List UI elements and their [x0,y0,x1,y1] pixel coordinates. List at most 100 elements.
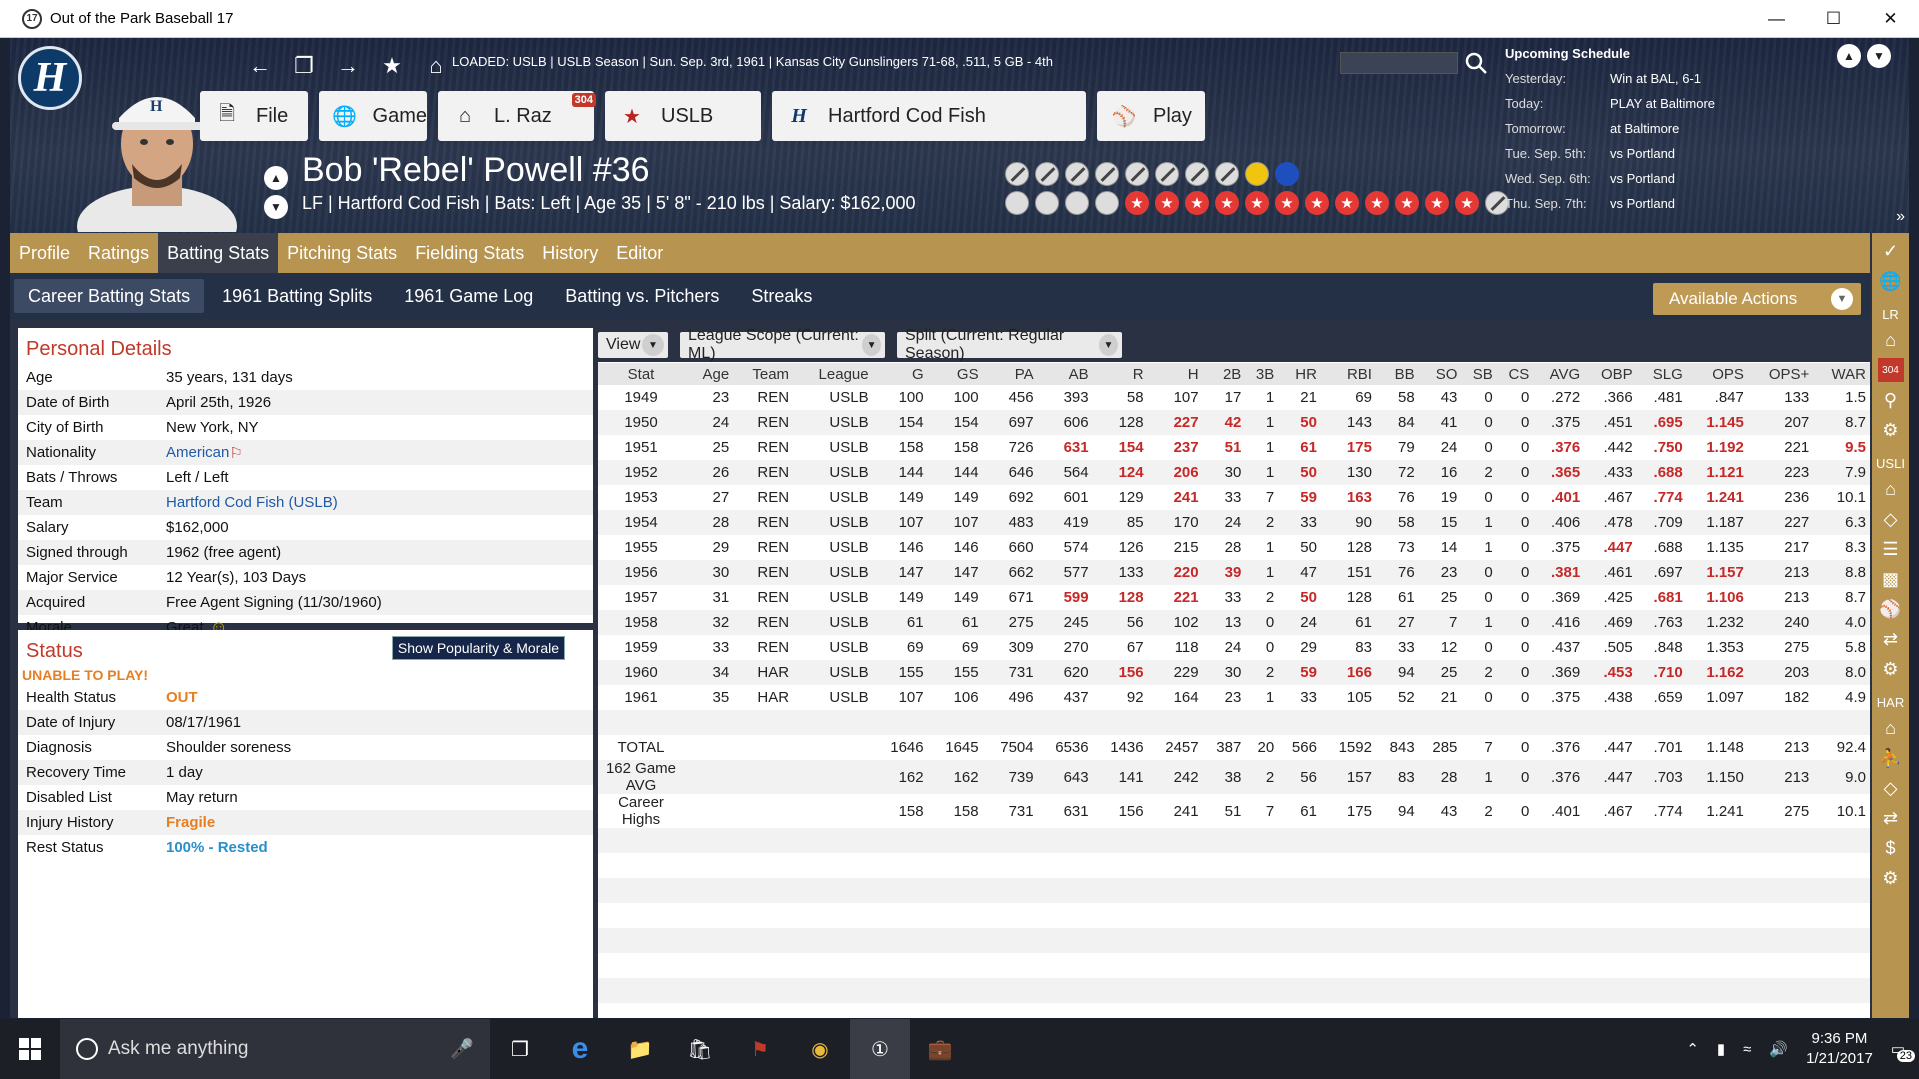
table-row[interactable]: 1950 24 REN USLB 154 154 697 606 128 227 42 1 50 143 8… [598,410,1870,435]
column-header[interactable]: SB [1461,363,1497,385]
game-app-icon[interactable]: ⚑ [751,1038,769,1061]
chevron-up-icon[interactable]: ⌃ [1686,1041,1699,1058]
column-header[interactable]: R [1092,363,1148,385]
column-header[interactable]: WAR [1813,363,1870,385]
column-header[interactable]: SLG [1636,363,1687,385]
task-view-icon[interactable]: ❐ [511,1038,529,1061]
bar-chart-icon[interactable]: ▩ [1881,568,1899,589]
star-icon[interactable]: ★ [382,53,402,78]
column-header[interactable]: 3B [1245,363,1279,385]
pitcher-icon[interactable]: ⛹ [1879,747,1902,768]
app-icon[interactable]: 💼 [927,1038,953,1061]
table-row[interactable]: 1956 30 REN USLB 147 147 662 577 133 220 39 1 47 151 7… [598,560,1870,585]
notification-icon[interactable]: ▭ 23 [1891,1040,1915,1062]
table-row[interactable]: 1961 35 HAR USLB 107 106 496 437 92 164 23 1 33 105 52… [598,685,1870,710]
globe-icon[interactable]: 🌐 [1879,270,1902,291]
split-dropdown[interactable]: Split (Current: Regular Season) ▼ [897,327,1122,362]
store-icon[interactable]: 🛍 [687,1038,713,1061]
column-header[interactable]: H [1147,363,1203,385]
table-row[interactable]: 1951 25 REN USLB 158 158 726 631 154 237 51 1 61 175 7… [598,435,1870,460]
forward-arrow-icon[interactable]: → [337,53,359,78]
column-header[interactable]: CS [1496,363,1534,385]
chevron-down-icon[interactable]: ▼ [1867,44,1891,68]
checkmark-icon[interactable]: ✓ [1882,240,1899,261]
home-icon[interactable]: ⌂ [429,53,443,78]
previous-player-button[interactable]: ▲ [264,166,288,190]
search-icon[interactable]: ⚲ [1883,389,1898,410]
search-input[interactable] [1340,52,1458,74]
chevron-up-icon[interactable]: ▲ [1837,44,1861,68]
ootp-taskbar-icon[interactable]: ① [850,1019,910,1079]
transfer-icon[interactable]: ⇄ [1882,807,1899,828]
column-header[interactable]: 2B [1202,363,1246,385]
table-row[interactable]: 1949 23 REN USLB 100 100 456 393 58 107 17 1 21 69 58 4… [598,385,1870,410]
transfer-icon[interactable]: ⇄ [1882,628,1899,649]
team-button[interactable]: H Hartford Cod Fish [772,91,1086,141]
schedule-row[interactable]: Today: PLAY at Baltimore [1505,96,1716,111]
schedule-row[interactable]: Tomorrow: at Baltimore [1505,121,1680,136]
personal-detail-value[interactable]: American [166,444,230,461]
tab-batting-stats[interactable]: Batting Stats [158,233,279,273]
table-row[interactable]: 1958 32 REN USLB 61 61 275 245 56 102 13 0 24 61 27 7 1 0… [598,610,1870,635]
expand-icon[interactable]: » [1896,208,1905,225]
subtab-career-batting-stats[interactable]: Career Batting Stats [14,279,205,313]
minimize-button[interactable]: — [1768,8,1785,28]
dollar-icon[interactable]: $ [1885,837,1896,858]
team-logo[interactable]: H [18,46,82,110]
column-header[interactable]: G [872,363,928,385]
file-button[interactable]: 🗎 File [200,91,308,141]
column-header[interactable]: BB [1375,363,1419,385]
tab-pitching-stats[interactable]: Pitching Stats [287,242,398,263]
table-row[interactable]: TOTAL 1646 1645 7504 6536 1436 2457 387 20 566 159… [598,735,1870,760]
available-actions-dropdown[interactable]: Available Actions ▼ [1653,283,1861,315]
personal-detail-value[interactable]: Hartford Cod Fish (USLB) [166,494,338,511]
diamond-icon[interactable]: ◇ [1883,508,1898,529]
column-header[interactable]: Age [688,363,734,385]
column-header[interactable]: Stat [598,363,688,385]
schedule-row[interactable]: Yesterday: Win at BAL, 6-1 [1505,71,1702,86]
table-row[interactable]: 162 Game AVG 162 162 739 643 141 242 38 2 56 157 83… [598,760,1870,794]
column-header[interactable]: OPS+ [1747,363,1814,385]
view-dropdown[interactable]: View ▼ [598,332,668,358]
column-header[interactable]: AB [1037,363,1093,385]
column-header[interactable]: League [793,363,873,385]
copy-icon[interactable]: ❐ [294,53,314,78]
volume-icon[interactable]: 🔊 [1769,1041,1789,1058]
subtab-batting-vs-pitchers[interactable]: Batting vs. Pitchers [565,285,720,306]
close-button[interactable]: ✕ [1883,8,1898,28]
home-icon[interactable]: ⌂ [1885,717,1896,738]
subtab-streaks[interactable]: Streaks [751,285,813,306]
subtab-batting-splits[interactable]: 1961 Batting Splits [222,285,373,306]
inbox-icon[interactable]: 304 [1877,358,1904,382]
table-row[interactable]: 1959 33 REN USLB 69 69 309 270 67 118 24 0 29 83 33 12 0… [598,635,1870,660]
wifi-icon[interactable]: ≈ [1743,1040,1752,1058]
tab-ratings[interactable]: Ratings [88,242,150,263]
show-popularity-morale-button[interactable]: Show Popularity & Morale [391,636,565,660]
table-row[interactable]: 1957 31 REN USLB 149 149 671 599 128 221 33 2 50 128 6… [598,585,1870,610]
next-player-button[interactable]: ▼ [264,195,288,219]
diamond-icon[interactable]: ◇ [1883,777,1898,798]
table-row[interactable]: 1955 29 REN USLB 146 146 660 574 126 215 28 1 50 128 7… [598,535,1870,560]
schedule-row[interactable]: Thu. Sep. 7th: vs Portland [1505,196,1676,211]
gear-icon[interactable]: ⚙ [1882,658,1899,679]
home-icon[interactable]: ⌂ [1885,478,1896,499]
gear-icon[interactable]: ⚙ [1882,419,1899,440]
subtab-game-log[interactable]: 1961 Game Log [404,285,534,306]
table-row[interactable]: 1953 27 REN USLB 149 149 692 601 129 241 33 7 59 163 7… [598,485,1870,510]
tab-fielding-stats[interactable]: Fielding Stats [415,242,525,263]
cortana-search[interactable]: Ask me anything 🎤 [60,1019,490,1079]
schedule-row[interactable]: Wed. Sep. 6th: vs Portland [1505,171,1676,186]
home-icon[interactable]: ⌂ [1885,329,1896,350]
list-icon[interactable]: ☰ [1882,538,1899,559]
league-scope-dropdown[interactable]: League Scope (Current: ML) ▼ [680,327,885,362]
gear-icon[interactable]: ⚙ [1882,867,1899,888]
edge-icon[interactable]: e [571,1032,589,1065]
column-header[interactable]: Team [733,363,794,385]
league-button[interactable]: ★ USLB [605,91,761,141]
tab-editor[interactable]: Editor [616,242,664,263]
column-header[interactable]: AVG [1533,363,1585,385]
file-explorer-icon[interactable]: 📁 [627,1038,653,1061]
column-header[interactable]: HR [1278,363,1321,385]
column-header[interactable]: GS [927,363,983,385]
column-header[interactable]: PA [982,363,1038,385]
